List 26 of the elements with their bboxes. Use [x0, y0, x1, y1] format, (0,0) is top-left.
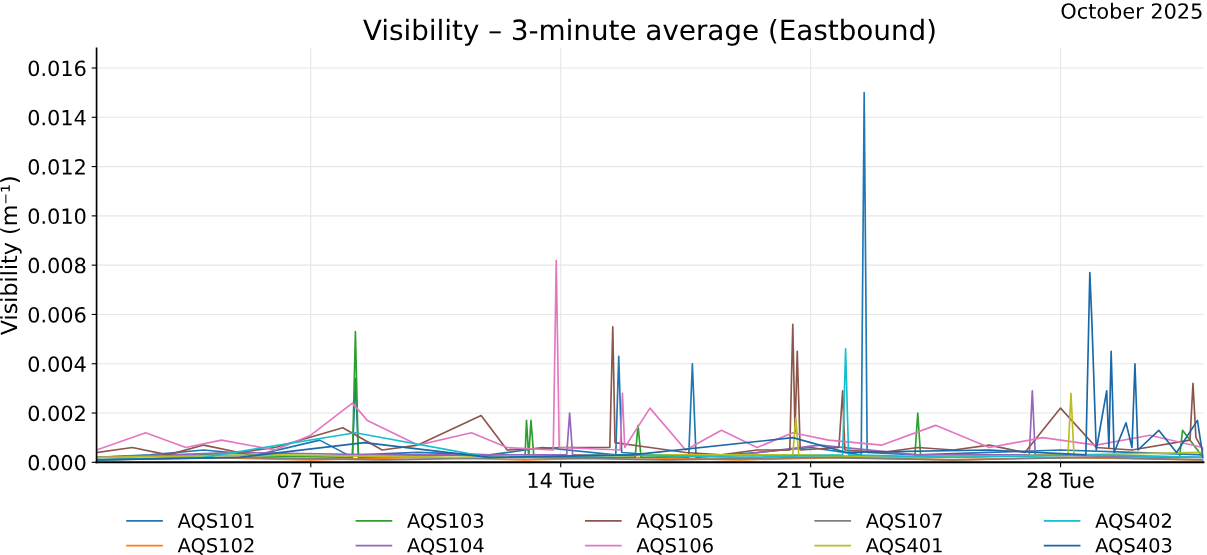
- legend-label: AQS104: [407, 537, 484, 555]
- y-tick-label: 0.014: [28, 109, 86, 126]
- y-tick-label: 0.004: [28, 356, 86, 372]
- legend-label: AQS103: [407, 513, 484, 531]
- x-tick-label: 21 Tue: [777, 472, 844, 489]
- chart-title: Visibility – 3-minute average (Eastbound): [363, 18, 935, 46]
- y-tick-label: 0.012: [28, 159, 85, 175]
- y-tick-label: 0.016: [28, 60, 86, 77]
- y-tick-label: 0.002: [28, 405, 85, 422]
- legend-label: AQS105: [636, 513, 713, 531]
- legend-label: AQS403: [1095, 537, 1172, 555]
- legend-label: AQS402: [1095, 513, 1171, 531]
- legend-label: AQS401: [865, 537, 942, 555]
- y-tick-label: 0.008: [28, 257, 86, 274]
- legend-label: AQS107: [865, 513, 942, 531]
- x-tick-label: 28 Tue: [1027, 472, 1094, 489]
- legend-label: AQS101: [177, 513, 254, 531]
- y-tick-label: 0.010: [28, 208, 86, 225]
- legend-label: AQS102: [177, 537, 254, 555]
- y-tick-label: 0.000: [28, 454, 86, 471]
- text: October 2025: [1061, 2, 1202, 19]
- legend-label: AQS106: [636, 537, 713, 555]
- y-axis-title: Visibility (m⁻¹): [0, 177, 22, 336]
- x-tick-label: 07 Tue: [277, 472, 345, 489]
- x-tick-label: 14 Tue: [528, 472, 594, 489]
- y-tick-label: 0.006: [28, 306, 86, 323]
